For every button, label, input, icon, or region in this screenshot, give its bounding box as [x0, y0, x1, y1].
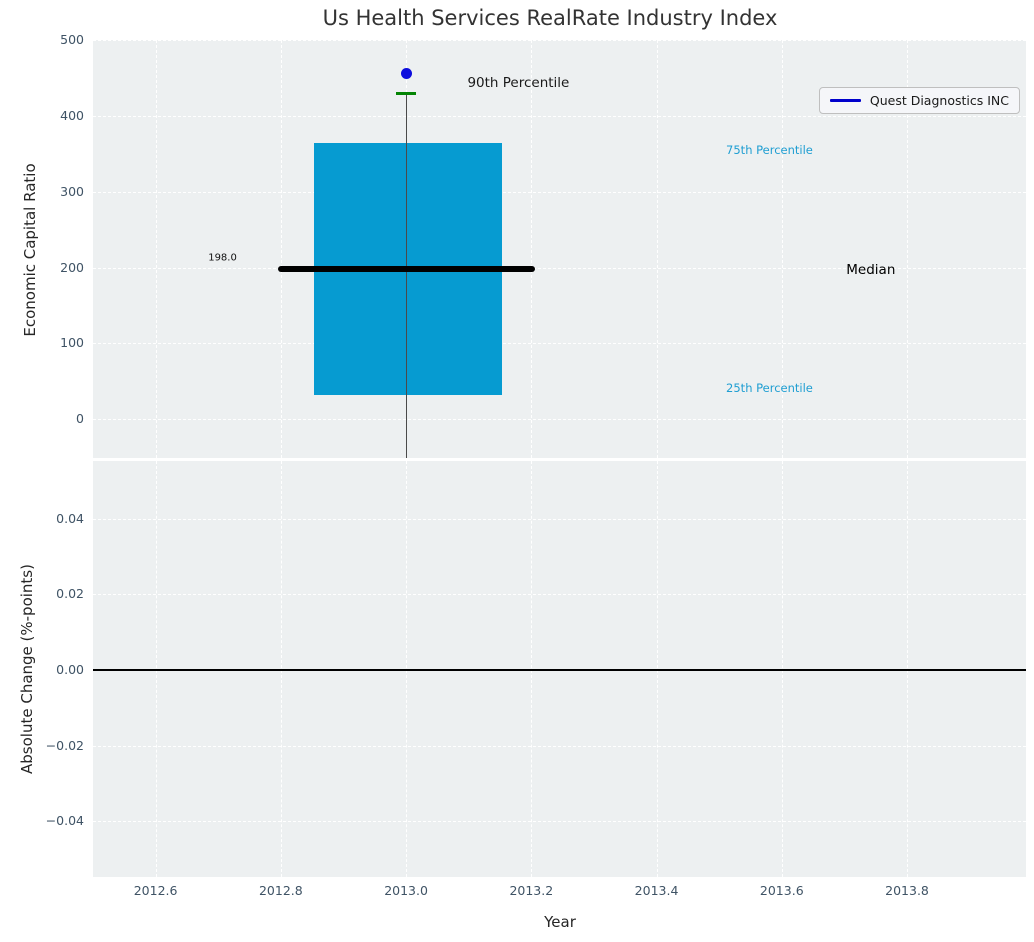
p90-cap-line — [396, 91, 417, 95]
y-tick-label: 100 — [60, 335, 84, 351]
y-gridline — [93, 594, 1026, 596]
zero-reference-line — [93, 669, 1026, 671]
median-label: Median — [846, 261, 896, 278]
x-gridline — [280, 40, 282, 458]
x-gridline — [907, 40, 909, 458]
median-value-label: 198.0 — [208, 252, 237, 264]
top-plot-area: Quest Diagnostics INC 198.0 90th Percenti… — [93, 40, 1026, 458]
x-gridline — [155, 40, 157, 458]
y-tick-label: 300 — [60, 183, 84, 199]
legend-series-label: Quest Diagnostics INC — [869, 93, 1009, 108]
x-gridline — [781, 461, 783, 877]
bottom-plot-area — [93, 461, 1026, 877]
y-tick-label: −0.04 — [45, 813, 84, 829]
x-gridline — [531, 461, 533, 877]
x-tick-label: 2013.2 — [509, 883, 554, 898]
y-gridline — [93, 267, 1026, 269]
y-gridline — [93, 191, 1026, 193]
y-tick-label: 200 — [60, 259, 84, 275]
x-gridline — [155, 461, 157, 877]
chart-title: Us Health Services RealRate Industry Ind… — [322, 6, 778, 30]
x-gridline — [531, 40, 533, 458]
y-gridline — [93, 40, 1026, 41]
y-tick-label: 500 — [60, 32, 84, 47]
x-gridline — [280, 461, 282, 877]
p25-label: 25th Percentile — [726, 381, 813, 396]
x-tick-label: 2012.6 — [133, 883, 178, 898]
x-gridline — [656, 461, 658, 877]
x-tick-label: 2013.0 — [384, 883, 428, 898]
median-line — [278, 266, 536, 273]
y-gridline — [93, 115, 1026, 117]
y-tick-label: 0.02 — [56, 586, 84, 602]
x-tick-label: 2013.4 — [634, 883, 679, 898]
x-gridline — [656, 40, 658, 458]
x-tick-label: 2013.6 — [759, 883, 804, 898]
y-tick-label: 400 — [60, 107, 84, 123]
y-tick-label: 0.00 — [56, 661, 84, 677]
whisker-line — [406, 93, 408, 458]
x-gridline — [406, 461, 408, 877]
y-gridline — [93, 343, 1026, 345]
x-gridline — [781, 40, 783, 458]
y-tick-label: −0.02 — [45, 737, 84, 753]
y-gridline — [93, 821, 1026, 823]
p75-label: 75th Percentile — [726, 143, 813, 157]
y-tick-label: 0 — [76, 411, 84, 427]
legend-box: Quest Diagnostics INC — [818, 87, 1020, 114]
legend-line-swatch — [829, 99, 861, 102]
p90-label: 90th Percentile — [467, 75, 570, 92]
y-gridline — [93, 419, 1026, 421]
company-point — [400, 67, 412, 79]
y-gridline — [93, 745, 1026, 747]
x-tick-label: 2012.8 — [258, 883, 303, 898]
y-gridline — [93, 518, 1026, 520]
x-axis-label: Year — [544, 913, 576, 931]
y-tick-label: 0.04 — [56, 510, 84, 526]
x-tick-label: 2013.8 — [885, 883, 929, 898]
x-gridline — [907, 461, 909, 877]
